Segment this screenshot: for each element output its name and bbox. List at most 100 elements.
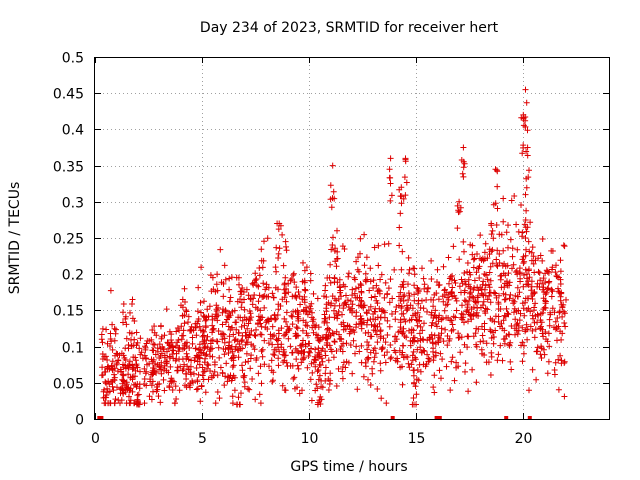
data-point: [185, 319, 191, 326]
data-point: [528, 287, 535, 294]
data-point: [319, 358, 326, 365]
data-point: [417, 368, 424, 375]
data-point: [386, 323, 393, 330]
data-point: [551, 324, 557, 331]
data-point: [265, 340, 272, 347]
data-point: [362, 270, 369, 277]
data-point: [300, 259, 306, 266]
data-point: [460, 164, 467, 171]
data-point: [471, 255, 478, 262]
data-point: [235, 329, 242, 336]
data-point: [243, 332, 250, 339]
data-point: [237, 401, 243, 408]
data-point: [465, 318, 471, 325]
data-point: [446, 280, 452, 287]
data-point: [383, 400, 390, 407]
data-point: [478, 256, 485, 263]
zero-point: [437, 416, 442, 420]
data-point: [376, 320, 383, 327]
data-point: [522, 252, 529, 259]
data-point: [285, 335, 292, 342]
data-point: [322, 315, 329, 322]
data-point: [202, 389, 209, 396]
data-point: [210, 325, 217, 332]
data-point: [537, 277, 544, 284]
data-point: [413, 376, 420, 383]
data-point: [219, 309, 226, 316]
data-point: [253, 326, 259, 333]
data-point: [523, 184, 530, 191]
data-point: [129, 315, 136, 322]
zero-point: [99, 416, 104, 420]
data-point: [330, 234, 336, 241]
data-point: [271, 352, 278, 359]
data-point: [261, 238, 267, 245]
data-point: [314, 334, 321, 341]
data-point: [470, 333, 477, 340]
data-point: [147, 376, 153, 383]
data-point: [549, 305, 556, 312]
data-point: [419, 265, 425, 272]
data-point: [144, 361, 150, 368]
data-point: [179, 296, 186, 303]
data-point: [506, 295, 513, 302]
data-point: [224, 312, 231, 319]
data-point: [222, 308, 229, 315]
data-point: [125, 342, 132, 348]
data-point: [206, 348, 213, 355]
data-point: [525, 238, 532, 245]
data-point: [251, 346, 258, 353]
data-point: [520, 122, 527, 129]
data-point: [143, 355, 150, 362]
data-point: [200, 368, 207, 375]
data-point: [523, 307, 530, 313]
data-point: [258, 246, 265, 253]
data-point: [300, 317, 307, 324]
data-point: [540, 333, 547, 340]
data-point: [109, 321, 116, 328]
data-point: [294, 325, 301, 332]
data-point: [539, 236, 546, 242]
data-point: [384, 317, 391, 324]
chart-title: Day 234 of 2023, SRMTID for receiver her…: [200, 20, 499, 36]
data-point: [289, 349, 296, 356]
data-point: [357, 281, 364, 287]
data-point: [421, 348, 428, 355]
data-point: [246, 315, 253, 322]
data-point: [364, 317, 371, 324]
data-point: [546, 322, 553, 329]
data-point: [245, 385, 251, 392]
data-point: [245, 320, 252, 327]
data-point: [252, 270, 259, 277]
data-point: [185, 366, 192, 373]
data-point: [430, 303, 437, 310]
data-point: [115, 357, 122, 364]
data-point: [375, 287, 382, 294]
data-point: [397, 324, 404, 331]
data-point: [194, 385, 201, 392]
data-point: [331, 302, 338, 309]
data-point: [469, 251, 476, 258]
data-point: [135, 391, 142, 398]
data-point: [314, 295, 321, 302]
data-point: [171, 400, 178, 407]
data-point: [231, 374, 238, 381]
data-point: [298, 347, 305, 354]
data-point: [392, 333, 398, 340]
data-point: [487, 315, 494, 322]
data-point: [120, 377, 127, 384]
data-point: [515, 307, 522, 314]
data-point: [356, 320, 362, 327]
data-point: [311, 322, 317, 329]
data-point: [275, 362, 282, 369]
data-point: [213, 281, 220, 288]
data-point: [339, 311, 345, 318]
data-point: [488, 222, 495, 229]
data-point: [327, 261, 334, 268]
data-point: [428, 322, 435, 329]
data-point: [516, 289, 523, 296]
data-point: [244, 339, 251, 346]
data-point: [313, 381, 320, 388]
data-point: [199, 372, 206, 379]
data-point: [158, 333, 165, 340]
